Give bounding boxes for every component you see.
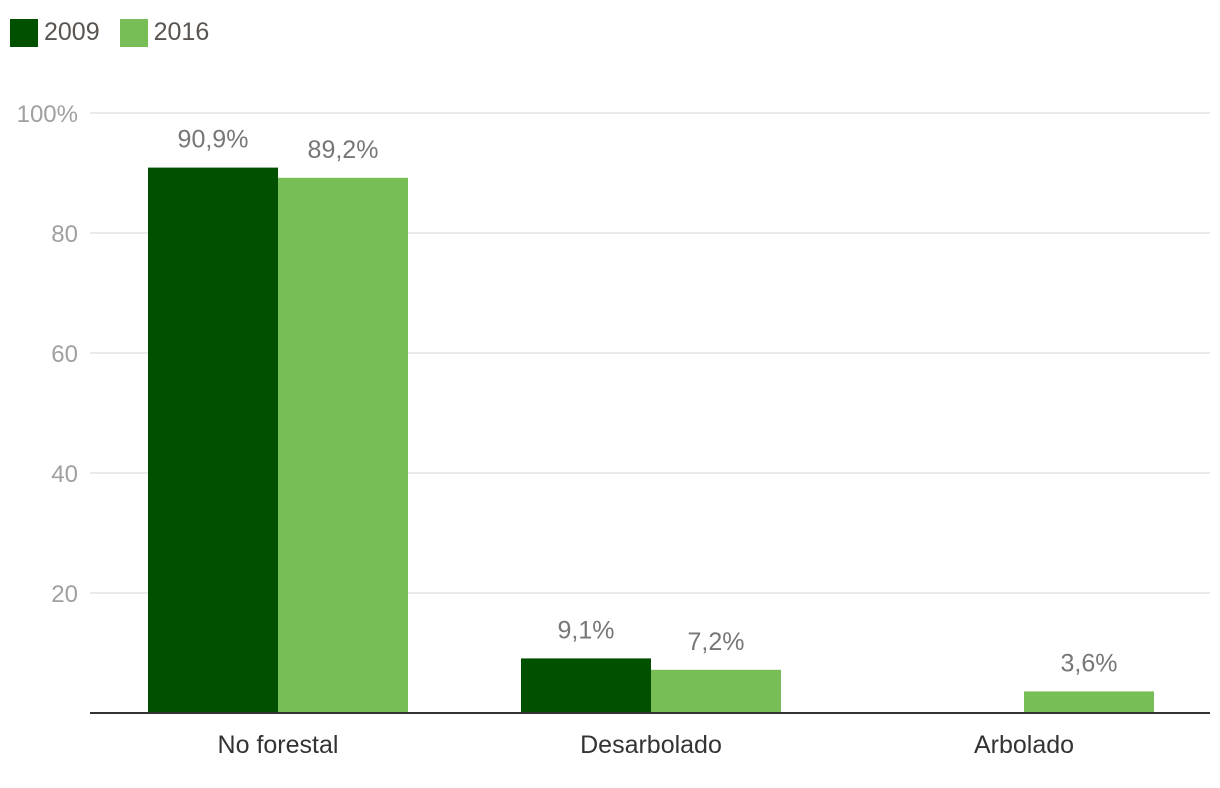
y-tick-label: 40 [51, 461, 78, 488]
y-tick-label: 100% [17, 101, 78, 128]
data-label: 90,9% [178, 126, 249, 154]
legend-label-2016: 2016 [153, 18, 210, 46]
data-label: 9,1% [558, 616, 615, 644]
legend-swatch-2016 [119, 18, 148, 47]
bar-2009-1 [521, 658, 651, 713]
x-tick-label: Arbolado [974, 731, 1074, 759]
data-label: 89,2% [308, 136, 379, 164]
x-tick-label: Desarbolado [580, 731, 722, 759]
legend-swatch-2009 [10, 18, 38, 47]
x-tick-label: No forestal [218, 731, 339, 759]
bar-2016-0 [278, 177, 408, 714]
y-tick-label: 60 [51, 341, 78, 368]
legend-item-2009[interactable]: 2009 [10, 18, 100, 47]
legend-label-2009: 2009 [44, 18, 100, 46]
y-tick-label: 20 [51, 581, 78, 608]
legend-item-2016[interactable]: 2016 [119, 18, 210, 47]
bar-2016-2 [1024, 691, 1154, 713]
bar-2009-0 [148, 167, 278, 714]
legend: 2009 2016 [10, 18, 229, 47]
bar-2016-1 [651, 669, 781, 713]
data-label: 3,6% [1061, 649, 1118, 677]
data-label: 7,2% [688, 628, 745, 656]
y-tick-label: 80 [51, 221, 78, 248]
